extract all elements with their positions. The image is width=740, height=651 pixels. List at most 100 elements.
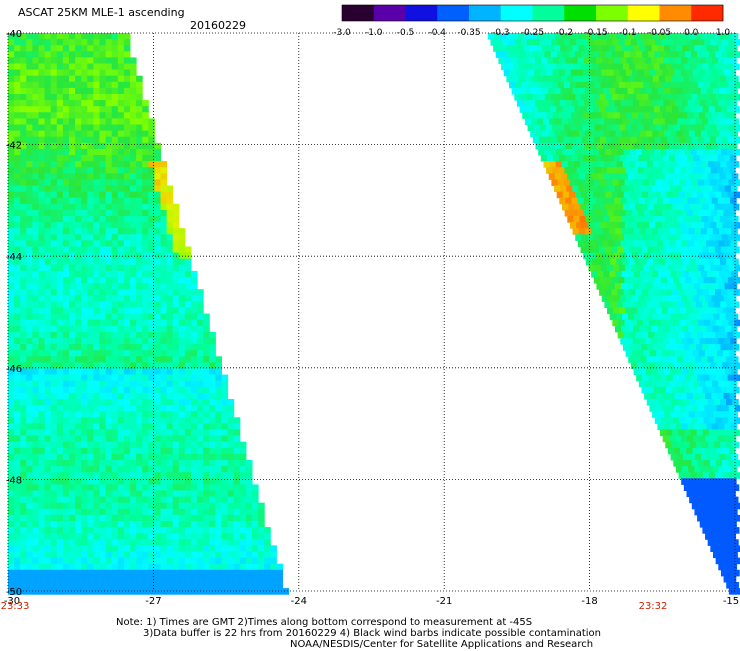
heat-cell [533,39,540,46]
heat-cell [26,338,33,345]
heat-cell [112,338,119,345]
heat-cell [142,167,149,174]
heat-cell [167,448,174,455]
heat-cell [710,82,717,89]
heat-cell [69,192,76,199]
heat-cell [93,210,100,217]
heat-cell [51,521,58,528]
heat-cell [106,198,113,205]
heat-cell [87,70,94,77]
heat-cell [728,277,735,284]
heat-cell [203,344,210,351]
heat-cell [619,308,626,315]
heat-cell [45,454,52,461]
heat-cell [167,350,174,357]
heat-cell [69,161,76,168]
heat-cell [668,70,675,77]
heat-cell [124,204,131,211]
heat-cell [93,143,100,150]
heat-cell [75,173,82,180]
heat-cell [8,344,15,351]
heat-cell [730,198,737,205]
heat-cell [75,491,82,498]
heat-cell [661,39,668,46]
heat-cell [602,100,609,107]
heat-cell [721,64,728,71]
heat-cell [722,375,729,382]
heat-cell [26,521,33,528]
heat-cell [653,344,660,351]
heat-cell [222,430,229,437]
heat-cell [81,375,88,382]
heat-cell [630,149,637,156]
heat-cell [124,539,131,546]
heat-cell [623,289,630,296]
heat-cell [20,411,27,418]
heat-cell [45,70,52,77]
heat-cell [705,436,712,443]
heat-cell [75,88,82,95]
heat-cell [26,515,33,522]
heat-cell [694,57,701,64]
heat-cell [161,417,168,424]
heat-cell [628,131,635,138]
heat-cell [234,582,241,589]
heat-cell [713,411,720,418]
heat-cell [679,320,686,327]
heat-cell [721,149,728,156]
heat-cell [148,436,155,443]
heat-cell [136,186,143,193]
heat-cell [637,179,644,186]
heat-cell [228,472,235,479]
heat-cell [130,125,137,132]
heat-cell [670,326,677,333]
heat-cell [118,51,125,58]
heat-cell [87,39,94,46]
heat-cell [167,192,174,199]
heat-cell [154,527,161,534]
heat-cell [118,430,125,437]
heat-cell [45,149,52,156]
heat-cell [631,39,638,46]
heat-cell [167,216,174,223]
heat-cell [701,271,708,278]
heat-cell [563,149,570,156]
colorbar-label: -0.5 [397,28,415,38]
heat-cell [51,430,58,437]
heat-cell [142,552,149,559]
heat-cell [514,51,521,58]
heat-cell [209,338,216,345]
heat-cell [69,539,76,546]
heat-cell [167,411,174,418]
heat-cell [148,570,155,577]
heat-cell [702,259,709,266]
heat-cell [106,33,113,40]
heat-cell [191,387,198,394]
heat-cell [8,64,15,71]
heat-cell [81,576,88,583]
heat-cell [708,161,715,168]
heat-cell [668,222,675,229]
heat-cell [719,186,726,193]
heat-cell [87,503,94,510]
heat-cell [597,131,604,138]
heat-cell [191,405,198,412]
heat-cell [39,564,46,571]
heat-cell [154,423,161,430]
heat-cell [580,76,587,83]
heat-cell [197,558,204,565]
heat-cell [57,332,64,339]
heat-cell [148,301,155,308]
heat-cell [621,45,628,52]
heat-cell [185,417,192,424]
heat-cell [130,210,137,217]
heat-cell [618,94,625,101]
heat-cell [51,564,58,571]
heat-cell [185,576,192,583]
heat-cell [197,369,204,376]
colorbar-label: -3.0 [333,28,351,38]
heat-cell [161,198,168,205]
heat-cell [710,460,717,467]
heat-cell [118,478,125,485]
heat-cell [87,539,94,546]
